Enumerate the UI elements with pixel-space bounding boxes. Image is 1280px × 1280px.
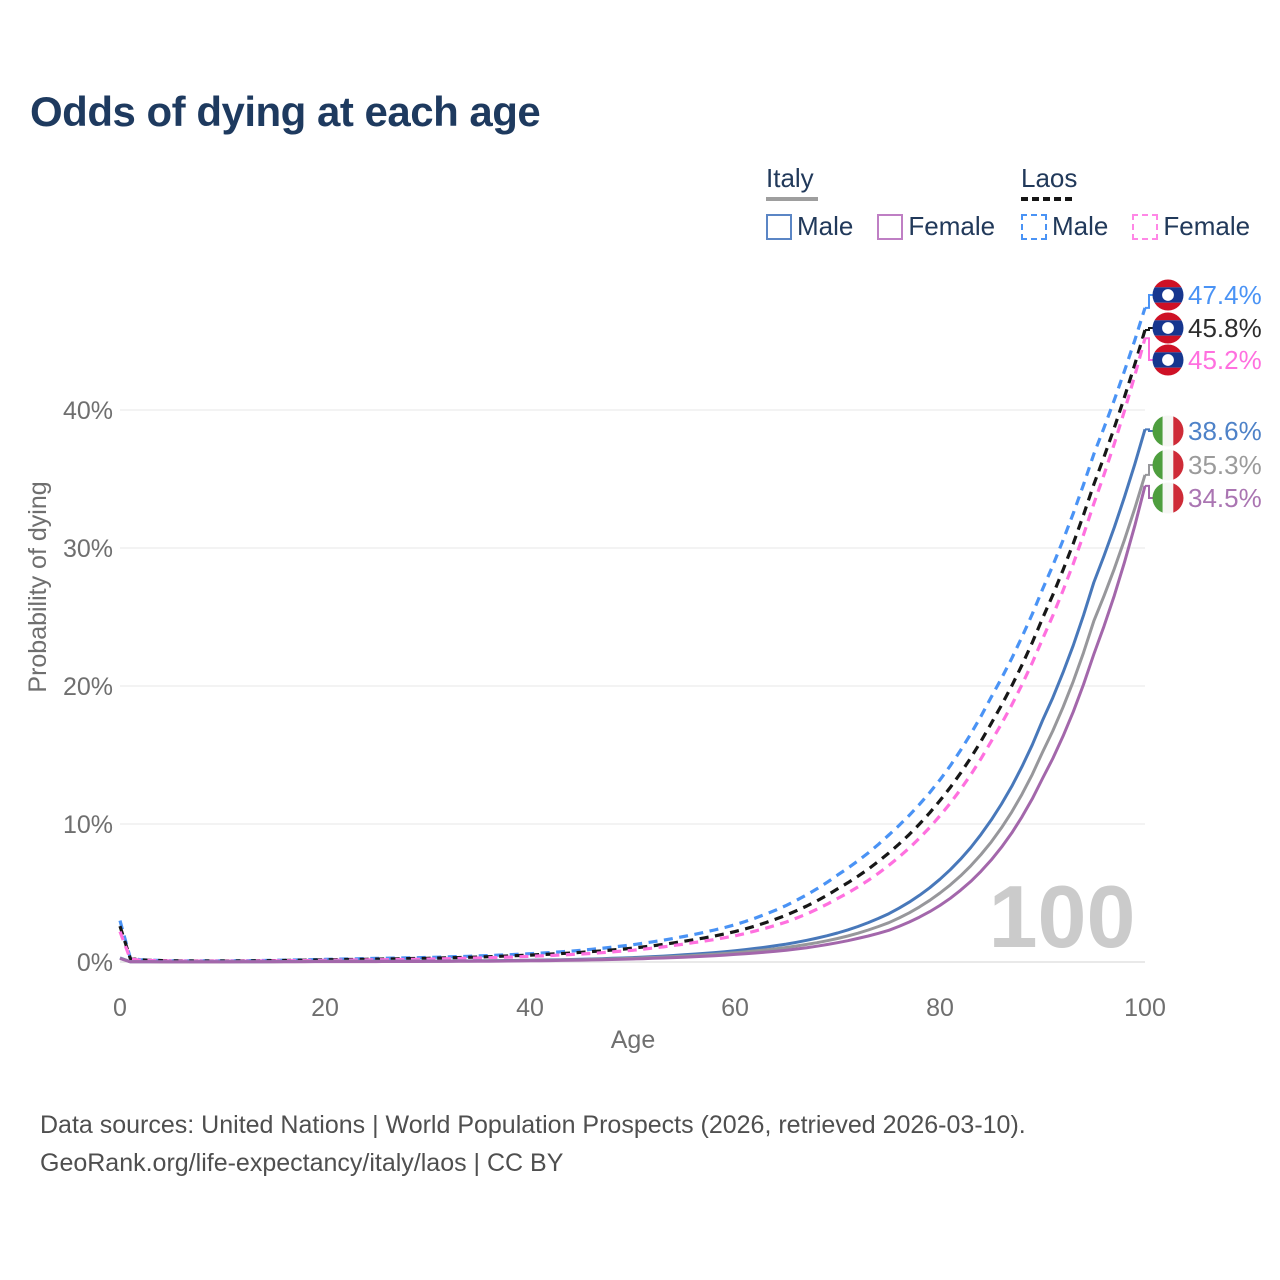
y-tick-label-20: 20% <box>63 673 113 701</box>
legend-row-italy: Male Female <box>766 211 1019 242</box>
x-axis-title: Age <box>611 1026 655 1054</box>
footer-data-sources: Data sources: United Nations | World Pop… <box>40 1111 1026 1139</box>
flag-laos-icon <box>1152 279 1184 311</box>
x-tick-label-80: 80 <box>926 994 954 1022</box>
legend-underline-laos <box>1021 197 1075 201</box>
legend-checkbox-laos-male[interactable] <box>1021 213 1047 240</box>
end-connector-laos-both <box>1145 327 1153 331</box>
flag-laos-icon <box>1152 312 1184 344</box>
legend-checkbox-italy-female[interactable] <box>877 213 904 240</box>
series-layer <box>118 307 1147 964</box>
legend-group-laos: Laos Male Female <box>1021 163 1274 242</box>
end-label-italy-both: 35.3% <box>1188 450 1262 480</box>
flag-laos-icon <box>1152 344 1184 376</box>
flag-italy-icon <box>1152 449 1184 481</box>
y-tick-label-30: 30% <box>63 535 113 563</box>
legend-label-laos-male: Male <box>1052 211 1109 241</box>
footer: Data sources: United Nations | World Pop… <box>40 1106 1026 1182</box>
series-line-laos-male <box>118 307 1147 963</box>
legend-underline-italy <box>766 197 818 201</box>
y-axis-title: Probability of dying <box>24 481 52 692</box>
age-counter-watermark: 100 <box>989 867 1136 966</box>
page-title: Odds of dying at each age <box>30 88 541 135</box>
end-label-laos-female: 45.2% <box>1188 345 1262 375</box>
x-tick-label-20: 20 <box>311 994 339 1022</box>
end-connector-italy-female <box>1145 484 1153 499</box>
legend-checkbox-italy-male[interactable] <box>766 213 792 240</box>
legend-country-laos: Laos <box>1021 163 1078 193</box>
legend-label-laos-female: Female <box>1163 211 1251 241</box>
footer-attribution: GeoRank.org/life-expectancy/italy/laos |… <box>40 1149 564 1177</box>
legend-checkbox-laos-female[interactable] <box>1132 213 1159 240</box>
end-connector-laos-female <box>1145 337 1153 361</box>
flag-italy-icon <box>1152 482 1184 514</box>
end-label-laos-male: 47.4% <box>1188 280 1262 310</box>
x-tick-label-40: 40 <box>516 994 544 1022</box>
end-label-laos-both: 45.8% <box>1188 313 1262 343</box>
flag-italy-icon <box>1152 415 1184 447</box>
y-tick-label-10: 10% <box>63 811 113 839</box>
end-connector-italy-male <box>1145 428 1153 432</box>
legend-label-italy-female: Female <box>908 211 996 241</box>
end-connector-italy-both <box>1145 464 1153 476</box>
end-annotations-layer: 47.4%45.8%45.2% 38.6% 35.3%34.5% <box>1145 279 1262 514</box>
legend-group-italy: Italy Male Female <box>766 163 1019 242</box>
legend-row-laos: Male Female <box>1021 211 1274 242</box>
end-connector-laos-male <box>1145 294 1153 309</box>
legend-label-italy-male: Male <box>797 211 854 241</box>
end-label-italy-female: 34.5% <box>1188 483 1262 513</box>
end-label-italy-male: 38.6% <box>1188 416 1262 446</box>
series-line-italy-female <box>119 485 1147 964</box>
x-tick-label-60: 60 <box>721 994 749 1022</box>
y-tick-label-0: 0% <box>77 949 113 977</box>
legend-country-italy: Italy <box>766 163 814 193</box>
x-tick-label-100: 100 <box>1124 994 1166 1022</box>
y-tick-label-40: 40% <box>63 397 113 425</box>
x-tick-label-0: 0 <box>113 994 127 1022</box>
